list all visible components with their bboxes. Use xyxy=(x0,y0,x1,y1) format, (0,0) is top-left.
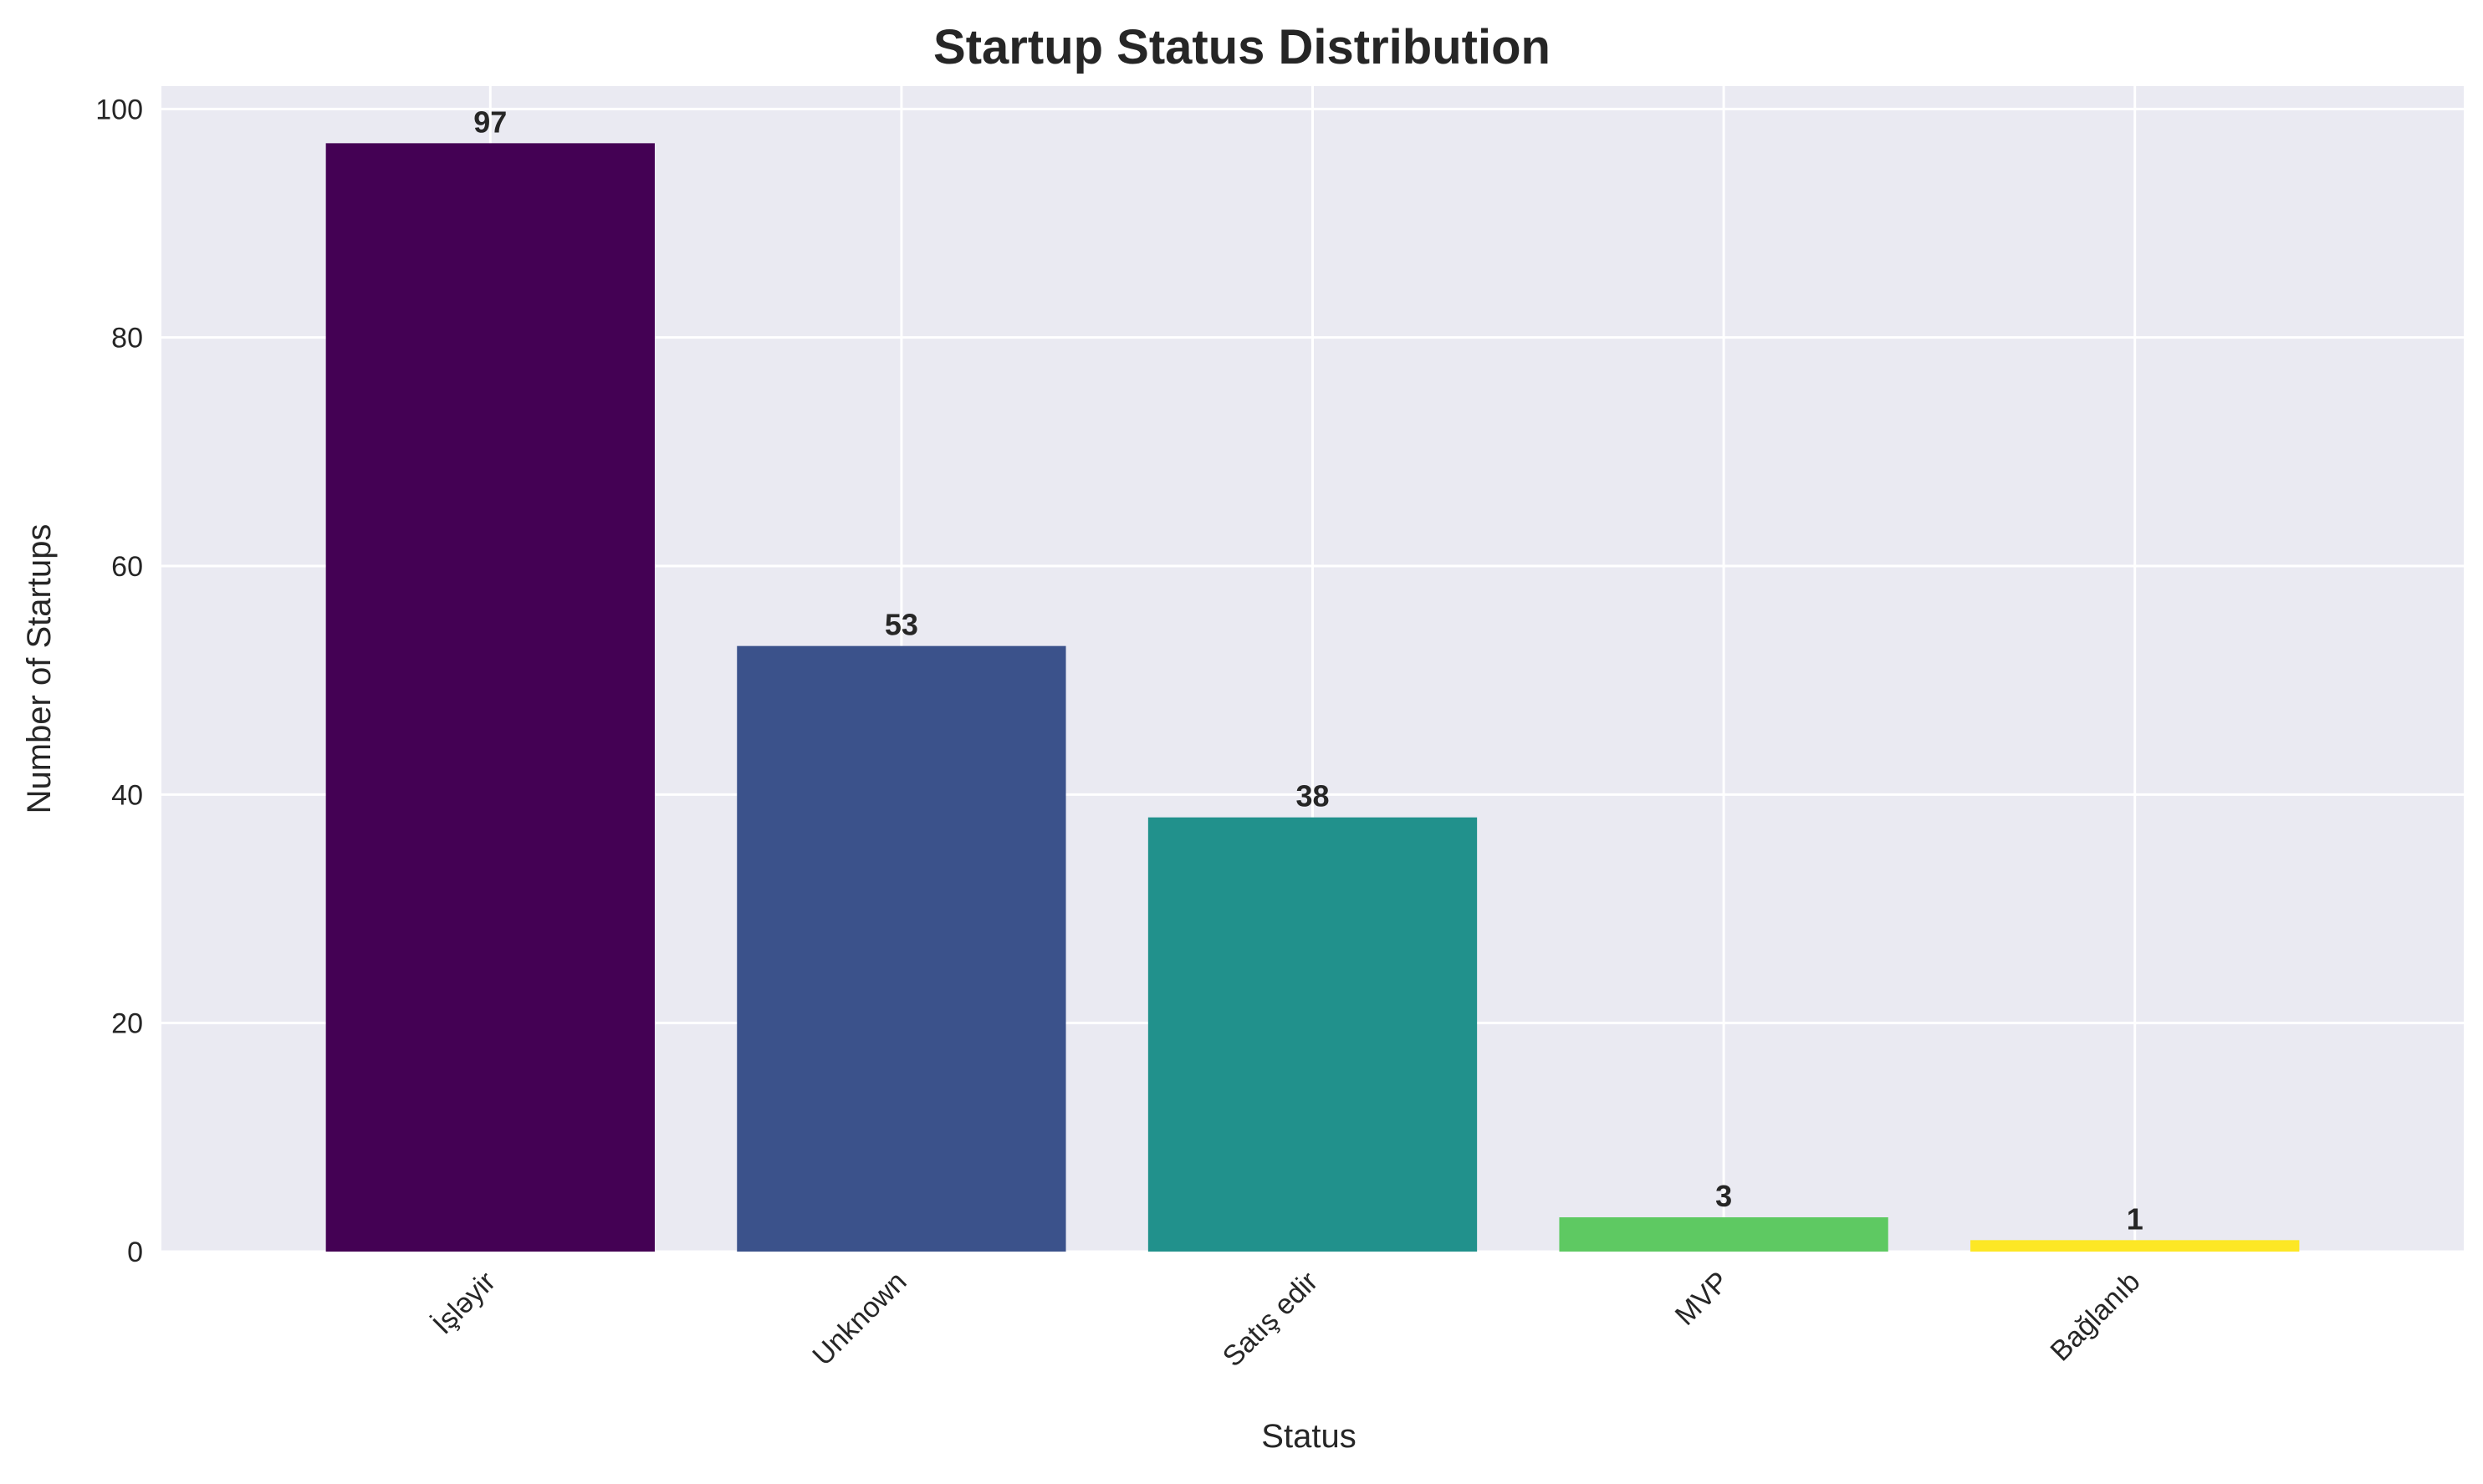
y-tick-label: 80 xyxy=(111,323,143,354)
bar xyxy=(1970,1240,2300,1252)
y-axis-label: Number of Startups xyxy=(21,524,58,814)
y-tick-label: 20 xyxy=(111,1008,143,1040)
bars xyxy=(325,143,2300,1252)
bar xyxy=(1559,1217,1888,1252)
bar-value-label: 53 xyxy=(885,608,918,642)
y-tick-label: 60 xyxy=(111,551,143,583)
y-tick-label: 100 xyxy=(95,94,143,125)
x-axis-label: Status xyxy=(1261,1418,1356,1455)
y-axis-ticks: 0 20 40 60 80 100 xyxy=(95,94,143,1268)
bar-value-label: 1 xyxy=(2127,1201,2143,1236)
bar-value-label: 3 xyxy=(1715,1179,1732,1213)
y-tick-label: 0 xyxy=(127,1237,143,1268)
bar xyxy=(737,645,1066,1252)
bar-value-label: 97 xyxy=(473,105,507,139)
bar xyxy=(1147,817,1478,1252)
y-tick-label: 40 xyxy=(111,779,143,811)
bar-value-label: 38 xyxy=(1295,779,1329,813)
bar xyxy=(325,143,655,1252)
chart-title: Startup Status Distribution xyxy=(933,20,1551,74)
value-labels: 97 53 38 3 1 xyxy=(473,105,2143,1236)
